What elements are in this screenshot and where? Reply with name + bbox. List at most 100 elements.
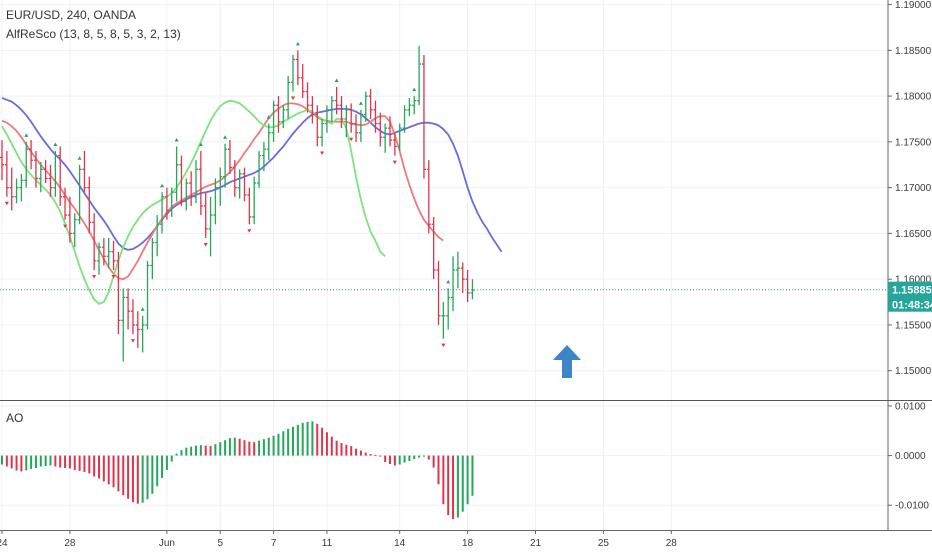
ohlc-bar <box>87 176 92 234</box>
price-tick-label: 1.18000 <box>895 92 932 103</box>
ao-bar <box>165 455 168 470</box>
ao-bar <box>93 455 96 477</box>
ohlc-bar <box>412 96 417 115</box>
ohlc-bar <box>97 242 101 275</box>
ao-bar <box>1 455 3 465</box>
ao-bar <box>127 455 130 499</box>
symbol-legend[interactable]: EUR/USD, 240, OANDA <box>6 8 137 22</box>
ao-bar <box>248 441 251 456</box>
time-tick-label: Jun <box>159 538 175 549</box>
ao-bar <box>161 455 164 478</box>
ohlc-bar <box>276 96 281 133</box>
time-tick-label: 11 <box>322 538 333 549</box>
ao-bar <box>98 455 100 479</box>
ohlc-bar <box>334 86 339 115</box>
ao-bar <box>325 432 328 456</box>
ohlc-bar <box>392 132 397 156</box>
ohlc-bar <box>174 146 179 202</box>
ohlc-bar <box>223 143 228 188</box>
ao-bar <box>64 455 67 468</box>
ao-tick-label: 0.0000 <box>895 451 926 462</box>
ao-bar <box>292 426 294 456</box>
ohlc-bar <box>291 54 295 92</box>
price-tick-label: 1.16000 <box>895 275 932 286</box>
ao-bar <box>15 455 18 471</box>
ao-bar <box>107 455 110 485</box>
ohlc-bar <box>320 118 325 147</box>
price-tick-label: 1.18500 <box>895 46 932 57</box>
ao-bar <box>10 455 13 469</box>
ao-bar <box>301 422 304 456</box>
ao-bar <box>73 455 76 470</box>
ao-bar <box>316 423 319 456</box>
ohlc-bar <box>77 164 82 225</box>
ao-bar <box>267 437 270 456</box>
indicator-legend[interactable]: AlfReSco (13, 8, 5, 8, 5, 3, 2, 13) <box>6 27 181 41</box>
ao-bar <box>156 455 159 487</box>
price-tick-label: 1.19000 <box>895 0 932 11</box>
ao-bar <box>83 455 86 472</box>
ao-bar <box>59 455 62 468</box>
fractal-down-marker <box>111 275 116 279</box>
oscillator-legend[interactable]: AO <box>6 411 24 425</box>
ao-bar <box>403 455 406 463</box>
ohlc-bar <box>227 140 232 174</box>
ao-bar <box>258 440 261 456</box>
ohlc-bar <box>266 123 271 161</box>
ao-bar <box>25 455 28 471</box>
ao-bar <box>175 453 178 456</box>
ao-bar <box>185 447 188 456</box>
ohlc-bar <box>271 100 276 142</box>
fractal-up-marker <box>223 135 228 139</box>
alligator-jaw-line <box>1 97 503 253</box>
ao-bar <box>204 445 207 456</box>
ohlc-bar <box>305 82 310 113</box>
ohlc-bar <box>160 192 165 234</box>
ohlc-bar <box>261 141 266 172</box>
ao-bar <box>122 455 125 496</box>
ohlc-bar <box>281 105 286 129</box>
ao-bar <box>209 446 212 456</box>
ohlc-bar <box>315 105 320 147</box>
ohlc-bar <box>0 140 4 181</box>
ao-bar <box>321 427 324 456</box>
fractal-up-marker <box>358 101 363 105</box>
ao-bar <box>287 428 290 456</box>
fractal-down-marker <box>291 96 295 101</box>
ohlc-bar <box>92 213 97 271</box>
ao-bar <box>306 421 309 456</box>
fractal-down-marker <box>63 224 68 229</box>
ao-bar <box>456 455 459 518</box>
ao-bar <box>345 444 348 456</box>
ohlc-bar <box>43 160 48 184</box>
fractal-down-marker <box>441 343 446 348</box>
ohlc-bar <box>218 167 223 206</box>
ao-bar <box>5 455 8 467</box>
price-tag: 1.15885 01:48:34 <box>888 281 932 312</box>
ao-tick-label: -0.0100 <box>895 501 929 512</box>
ohlc-bar <box>9 167 14 211</box>
fractal-down-marker <box>92 275 97 279</box>
ohlc-bar <box>339 96 344 129</box>
ohlc-bar <box>203 192 208 238</box>
price-tick-label: 1.15500 <box>895 320 932 331</box>
ao-bar <box>88 455 91 474</box>
ohlc-bar <box>33 151 38 188</box>
time-tick-label: 21 <box>530 538 542 549</box>
price-tick-label: 1.16500 <box>895 229 932 240</box>
price-tick-label: 1.17500 <box>895 137 932 148</box>
time-tick-label: 18 <box>462 538 474 549</box>
ohlc-bar <box>213 178 218 225</box>
time-tick-label: 28 <box>64 538 76 549</box>
fractal-down-marker <box>349 137 354 142</box>
ohlc-bar <box>4 151 9 197</box>
ohlc-bar <box>358 109 363 142</box>
ohlc-bar <box>421 54 426 179</box>
ao-bar <box>335 440 338 456</box>
ohlc-bar <box>140 315 145 353</box>
ohlc-bar <box>111 240 116 271</box>
ao-bar <box>243 440 246 456</box>
ohlc-bar <box>14 178 19 204</box>
fractal-up-marker <box>140 307 145 311</box>
ao-bar <box>442 455 445 505</box>
